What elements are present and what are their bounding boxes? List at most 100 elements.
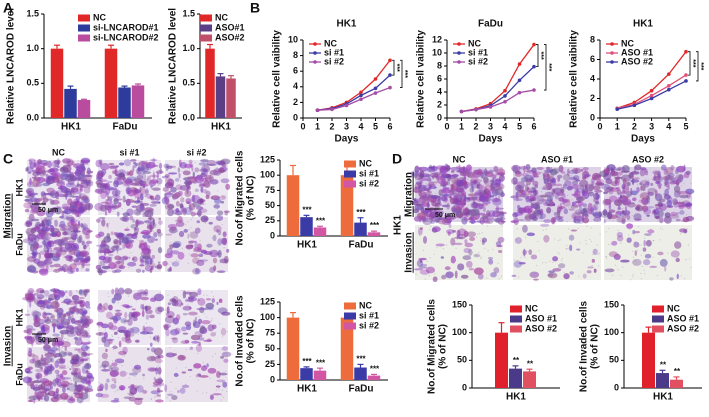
cell-stain [413,198,417,202]
cell-stain [448,223,452,229]
pore [579,242,581,244]
cell-stain [62,351,73,356]
pore [67,366,69,368]
cell-stain [182,290,187,299]
pore [76,290,78,292]
cell-stain [69,171,75,179]
pore [537,240,539,242]
pore [79,217,81,219]
pore [120,190,122,192]
pore [58,334,60,336]
y-axis-label: (% of NC) [246,319,257,364]
cell-stain [111,362,118,367]
cell-stain [83,290,89,293]
pore [53,383,55,385]
cell-stain [458,228,467,236]
cell-stain [582,208,586,214]
cell-stain [225,183,231,190]
cell-stain [639,180,650,186]
y-tick-label: 100 [260,312,275,322]
cell-stain [685,188,695,195]
point [649,88,654,93]
cell-stain [60,214,69,220]
pore [34,301,36,303]
pore [170,261,172,263]
cell-stain [75,165,86,172]
pore [127,291,129,293]
cell-stain [166,393,174,396]
cell-stain [454,270,458,279]
y-tick-label: 4 [590,73,595,83]
cell-stain [634,218,643,221]
legend-label: si #1 [359,168,379,178]
cell-stain [66,174,75,181]
cell-stain [604,188,613,193]
pore [675,182,677,185]
cell-stain [27,287,35,294]
cell-stain [67,315,72,322]
pore [43,200,45,202]
point [517,62,522,66]
pore [537,193,539,195]
pore [112,348,115,351]
pore [481,167,483,169]
pore [562,187,565,189]
cell-stain [39,336,44,344]
micrograph [599,164,695,225]
pore [47,258,49,261]
cell-stain [510,220,519,224]
pore [113,266,115,268]
bar [64,88,77,118]
cell-stain [70,192,75,197]
cell-stain [444,266,451,271]
cell-stain [197,243,202,251]
pore [100,207,103,210]
pore [104,329,107,331]
pore [500,275,503,277]
bar [131,85,145,118]
pore [594,185,596,187]
cell-stain [63,267,66,273]
cell-stain [27,350,32,357]
significance: *** [302,357,312,366]
pore [159,166,161,168]
cell-stain [622,189,626,193]
pore [36,182,38,184]
pore [433,198,435,200]
bar [340,317,354,380]
cell-stain [580,184,585,190]
y-tick-label: 50 [457,355,467,365]
cell-stain [31,176,37,179]
cell-stain [77,371,81,379]
cell-stain [594,189,603,193]
cell-stain [432,276,438,283]
pore [428,228,431,231]
cell-stain [155,306,163,315]
pore [39,209,41,211]
pore [58,166,61,168]
cell-stain [658,209,664,218]
cell-stain [189,346,194,351]
pore [126,372,129,374]
cell-stain [32,171,40,177]
cell-stain [191,340,200,344]
pore [535,264,538,267]
pore [63,384,66,386]
cell-stain [624,212,627,219]
cell-stain [62,158,71,164]
x-tick-label: 2 [329,121,334,131]
pore [690,193,692,195]
cell-stain [132,165,135,173]
pore [153,295,155,297]
cell-stain [155,367,159,375]
cell-stain [630,202,635,205]
cell-stain [83,319,87,328]
pore [98,361,101,363]
cell-stain [182,170,191,176]
pore [133,232,136,234]
cell-stain [165,352,176,358]
pore [598,265,600,267]
cell-stain [173,372,179,377]
x-tick-label: FaDu [349,240,374,251]
